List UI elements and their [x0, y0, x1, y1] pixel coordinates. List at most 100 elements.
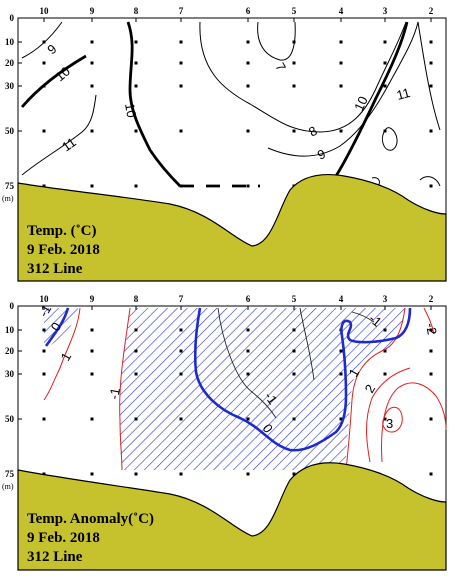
sample-point [179, 84, 183, 88]
contour-label: 10 [122, 102, 139, 119]
contour-label: 9 [315, 146, 328, 163]
sample-point [429, 184, 433, 188]
sample-point [134, 349, 138, 353]
sample-point [42, 417, 46, 421]
depth-label: 0 [10, 301, 15, 311]
sample-point [292, 61, 296, 65]
anomaly-contour-3 [382, 406, 403, 433]
sample-point [179, 417, 183, 421]
depth-label: 0 [10, 13, 15, 23]
sample-point [179, 472, 183, 476]
date-line: 9 Feb. 2018 [27, 530, 100, 546]
sample-point [429, 129, 433, 133]
sample-point [90, 349, 94, 353]
anomaly-zero-left [44, 307, 70, 347]
sample-point [383, 417, 387, 421]
sample-point [383, 328, 387, 332]
isotherm-10-middle [126, 21, 181, 187]
sample-point [246, 372, 250, 376]
depth-label: 30 [5, 81, 15, 91]
contour-label: 10 [351, 94, 371, 113]
isotherm-10-left [20, 54, 87, 108]
sample-point [339, 349, 343, 353]
sample-point [339, 40, 343, 44]
sample-point [383, 349, 387, 353]
sample-point [90, 40, 94, 44]
station-label: 2 [429, 6, 434, 16]
station-label: 3 [383, 294, 388, 304]
date-line: 9 Feb. 2018 [27, 242, 100, 258]
sample-point [134, 328, 138, 332]
sample-point [134, 417, 138, 421]
isotherm-8 [199, 21, 407, 133]
panel-2-inner-contours [217, 307, 375, 419]
panel-1-contours [20, 21, 441, 189]
sample-point [246, 328, 250, 332]
station-label: 9 [90, 6, 95, 16]
sample-point [246, 40, 250, 44]
sample-point [429, 349, 433, 353]
sample-point [292, 129, 296, 133]
station-label: 4 [339, 6, 344, 16]
sample-point [429, 40, 433, 44]
sample-point [339, 129, 343, 133]
sample-point [383, 61, 387, 65]
station-label: 7 [179, 294, 184, 304]
sample-point [42, 349, 46, 353]
station-label: 5 [292, 6, 297, 16]
title-line: Temp. (˚C) [27, 223, 97, 239]
isotherm-11-left [21, 94, 97, 176]
sample-point [246, 129, 250, 133]
depth-unit: (m) [2, 482, 14, 491]
sample-point [429, 84, 433, 88]
sample-point [179, 328, 183, 332]
sample-point [90, 184, 94, 188]
line-name: 312 Line [27, 261, 83, 277]
sample-point [134, 372, 138, 376]
panel-1-title: Temp. (˚C) 9 Feb. 2018 312 Line [27, 222, 100, 279]
sample-point [42, 328, 46, 332]
sample-point [246, 84, 250, 88]
station-label: 8 [134, 6, 139, 16]
station-label: 6 [246, 294, 251, 304]
contour-label: 11 [59, 134, 79, 154]
station-label: 8 [134, 294, 139, 304]
sample-point [134, 40, 138, 44]
contour-label: -1 [106, 387, 123, 401]
panel-2-title: Temp. Anomaly(˚C) 9 Feb. 2018 312 Line [27, 510, 154, 567]
contour-label: 7 [272, 60, 289, 74]
sample-point [90, 61, 94, 65]
sample-point [42, 184, 46, 188]
sample-point [246, 184, 250, 188]
sample-point [429, 472, 433, 476]
anomaly-contour-minus1-inner [217, 307, 277, 419]
sample-point [429, 417, 433, 421]
sample-point [42, 61, 46, 65]
station-label: 9 [90, 294, 95, 304]
depth-label: 30 [5, 369, 15, 379]
sample-point [179, 349, 183, 353]
sample-point [429, 328, 433, 332]
seafloor-terrain [17, 462, 447, 571]
station-label: 10 [40, 6, 50, 16]
sample-point [134, 184, 138, 188]
panel-2-zero-contours [44, 307, 412, 452]
sample-point [429, 372, 433, 376]
sample-point [134, 61, 138, 65]
anomaly-contour-minus1-inner-b [299, 307, 315, 381]
station-label: 6 [246, 6, 251, 16]
anomaly-contour-1 [366, 367, 411, 463]
isotherm-10-right [334, 21, 409, 177]
sample-point [246, 472, 250, 476]
station-label: 10 [40, 294, 50, 304]
sample-point [246, 61, 250, 65]
sample-point [339, 84, 343, 88]
sample-point [134, 129, 138, 133]
depth-label: 20 [5, 58, 15, 68]
panel-1-sample-points [42, 40, 433, 188]
sample-point [42, 372, 46, 376]
